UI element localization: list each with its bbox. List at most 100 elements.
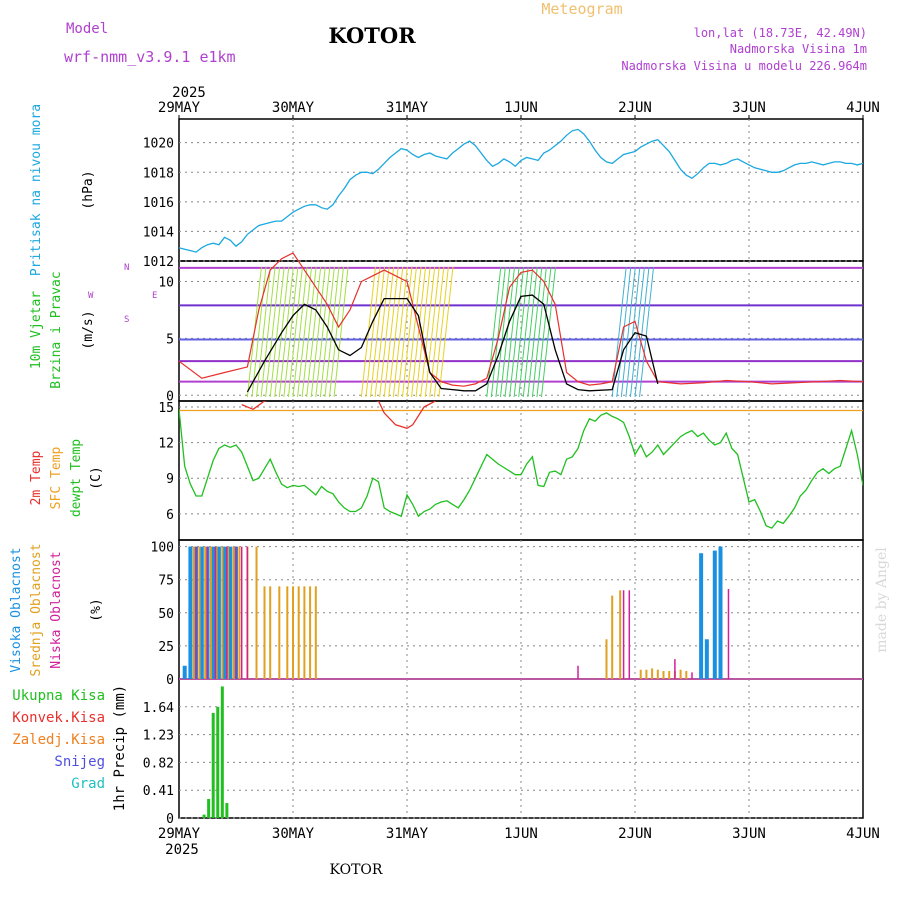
wind-barb: [397, 266, 413, 398]
y-tick-label: 15: [158, 401, 174, 416]
x-tick-label-bottom: 29MAY: [158, 826, 201, 842]
high-cloud-bar: [188, 546, 193, 679]
precip-bar: [216, 706, 220, 818]
cloud-axis-label-2: Srednja Oblacnost: [29, 543, 44, 676]
y-tick-label: 10: [158, 275, 174, 290]
x-tick-label-bottom: 3JUN: [732, 826, 766, 842]
wind-barb: [251, 266, 267, 398]
y-tick-label: 9: [166, 472, 174, 487]
low-cloud-bar: [674, 659, 676, 679]
y-tick-label: 12: [158, 437, 174, 452]
precip-legend-item: Grad: [71, 776, 105, 792]
mid-cloud-bar: [651, 668, 654, 679]
station-title: KOTOR: [328, 23, 416, 48]
wind-barb: [518, 266, 534, 398]
cloud-axis-label-1: Visoka Oblacnost: [9, 547, 24, 672]
wind-barb: [333, 266, 349, 398]
wind-barb: [420, 266, 436, 398]
precip-bar: [220, 686, 224, 818]
wind-barb: [611, 266, 627, 398]
temp-axis-label-3: dewpt Temp: [69, 439, 84, 517]
x-tick-label-top: 2JUN: [618, 100, 652, 116]
high-cloud-bar: [199, 546, 204, 679]
wind-barb: [297, 266, 313, 398]
precip-bar: [225, 803, 229, 818]
wind-barb: [260, 266, 276, 398]
y-tick-label: 0.41: [143, 784, 174, 799]
compass-north: N: [124, 263, 129, 273]
wind-barb: [328, 266, 344, 398]
wind-barb: [301, 266, 317, 398]
high-cloud-bar: [182, 665, 187, 679]
x-tick-label-top: 1JUN: [504, 100, 538, 116]
wind-axis-label-1: 10m Vjetar: [29, 291, 44, 369]
x-tick-label-bottom: 31MAY: [386, 826, 429, 842]
high-cloud-bar: [704, 639, 709, 679]
precip-legend-item: Zaledj.Kisa: [12, 732, 105, 748]
pressure-unit-label: (hPa): [81, 170, 96, 209]
wind-barb: [319, 266, 335, 398]
wind-barb: [531, 266, 547, 398]
mid-cloud-bar: [611, 595, 614, 679]
x-tick-label-bottom: 4JUN: [846, 826, 880, 842]
wind-barb: [383, 266, 399, 398]
gust-line: [178, 252, 864, 387]
wind-barb: [504, 266, 520, 398]
y-tick-label: 0: [166, 812, 174, 827]
wind-axis-label-2: Brzina i Pravac: [49, 271, 64, 388]
y-tick-label: 1.23: [143, 729, 174, 744]
mid-cloud-bar: [263, 586, 266, 679]
watermark: made by Angel: [874, 547, 890, 653]
wind-barb: [283, 266, 299, 398]
y-tick-label: 1016: [143, 196, 174, 211]
model-elevation-label: Nadmorska Visina u modelu 226.964m: [621, 59, 867, 73]
wind-barb: [541, 266, 557, 398]
dewpt-line: [179, 409, 863, 529]
y-tick-label: 0: [166, 389, 174, 404]
wind-barb: [401, 266, 417, 398]
wind-barb: [433, 266, 449, 398]
wind-barb: [495, 266, 511, 398]
x-tick-label-bottom: 2JUN: [618, 826, 652, 842]
mid-cloud-bar: [255, 546, 258, 679]
mid-cloud-bar: [668, 671, 671, 679]
compass-east: E: [152, 291, 157, 301]
high-cloud-bar: [222, 546, 227, 679]
mid-cloud-bar: [215, 546, 218, 679]
wind-barb: [392, 266, 408, 398]
wind-barb: [625, 266, 641, 398]
year-label-bottom: 2025: [165, 842, 199, 858]
wind-barb: [256, 266, 272, 398]
y-tick-label: 50: [158, 607, 174, 622]
wind-barb: [388, 266, 404, 398]
low-cloud-bar: [727, 588, 730, 679]
precip-legend-item: Snijeg: [54, 754, 105, 770]
high-cloud-bar: [211, 546, 216, 679]
mid-cloud-bar: [297, 586, 300, 679]
wind-barb: [639, 266, 655, 398]
elevation-label: Nadmorska Visina 1m: [730, 42, 867, 56]
mid-cloud-bar: [679, 669, 682, 679]
y-tick-label: 100: [151, 541, 174, 556]
pressure-line: [178, 128, 864, 253]
wind-barb: [370, 266, 386, 398]
low-cloud-bar: [226, 546, 228, 679]
mid-cloud-bar: [685, 671, 688, 679]
wind-barb: [536, 266, 552, 398]
cloud-axis-label-3: Niska Oblacnost: [49, 551, 64, 668]
precip-bar: [202, 814, 206, 818]
temp-axis-label-1: 2m Temp: [29, 450, 44, 505]
x-tick-label-bottom: 30MAY: [272, 826, 315, 842]
mid-cloud-bar: [656, 669, 659, 679]
meteogram-title: Meteogram: [541, 0, 622, 18]
x-tick-label-top: 31MAY: [386, 100, 429, 116]
temp-unit-label: (C): [89, 466, 104, 489]
wind-barb: [411, 266, 427, 398]
wind-barb: [527, 266, 543, 398]
pressure-axis-label: Pritisak na nivou mora: [29, 104, 44, 276]
wind-barb: [310, 266, 326, 398]
precip-bar: [207, 799, 211, 818]
mid-cloud-bar: [639, 669, 642, 679]
cloud-unit-label: (%): [89, 598, 104, 621]
